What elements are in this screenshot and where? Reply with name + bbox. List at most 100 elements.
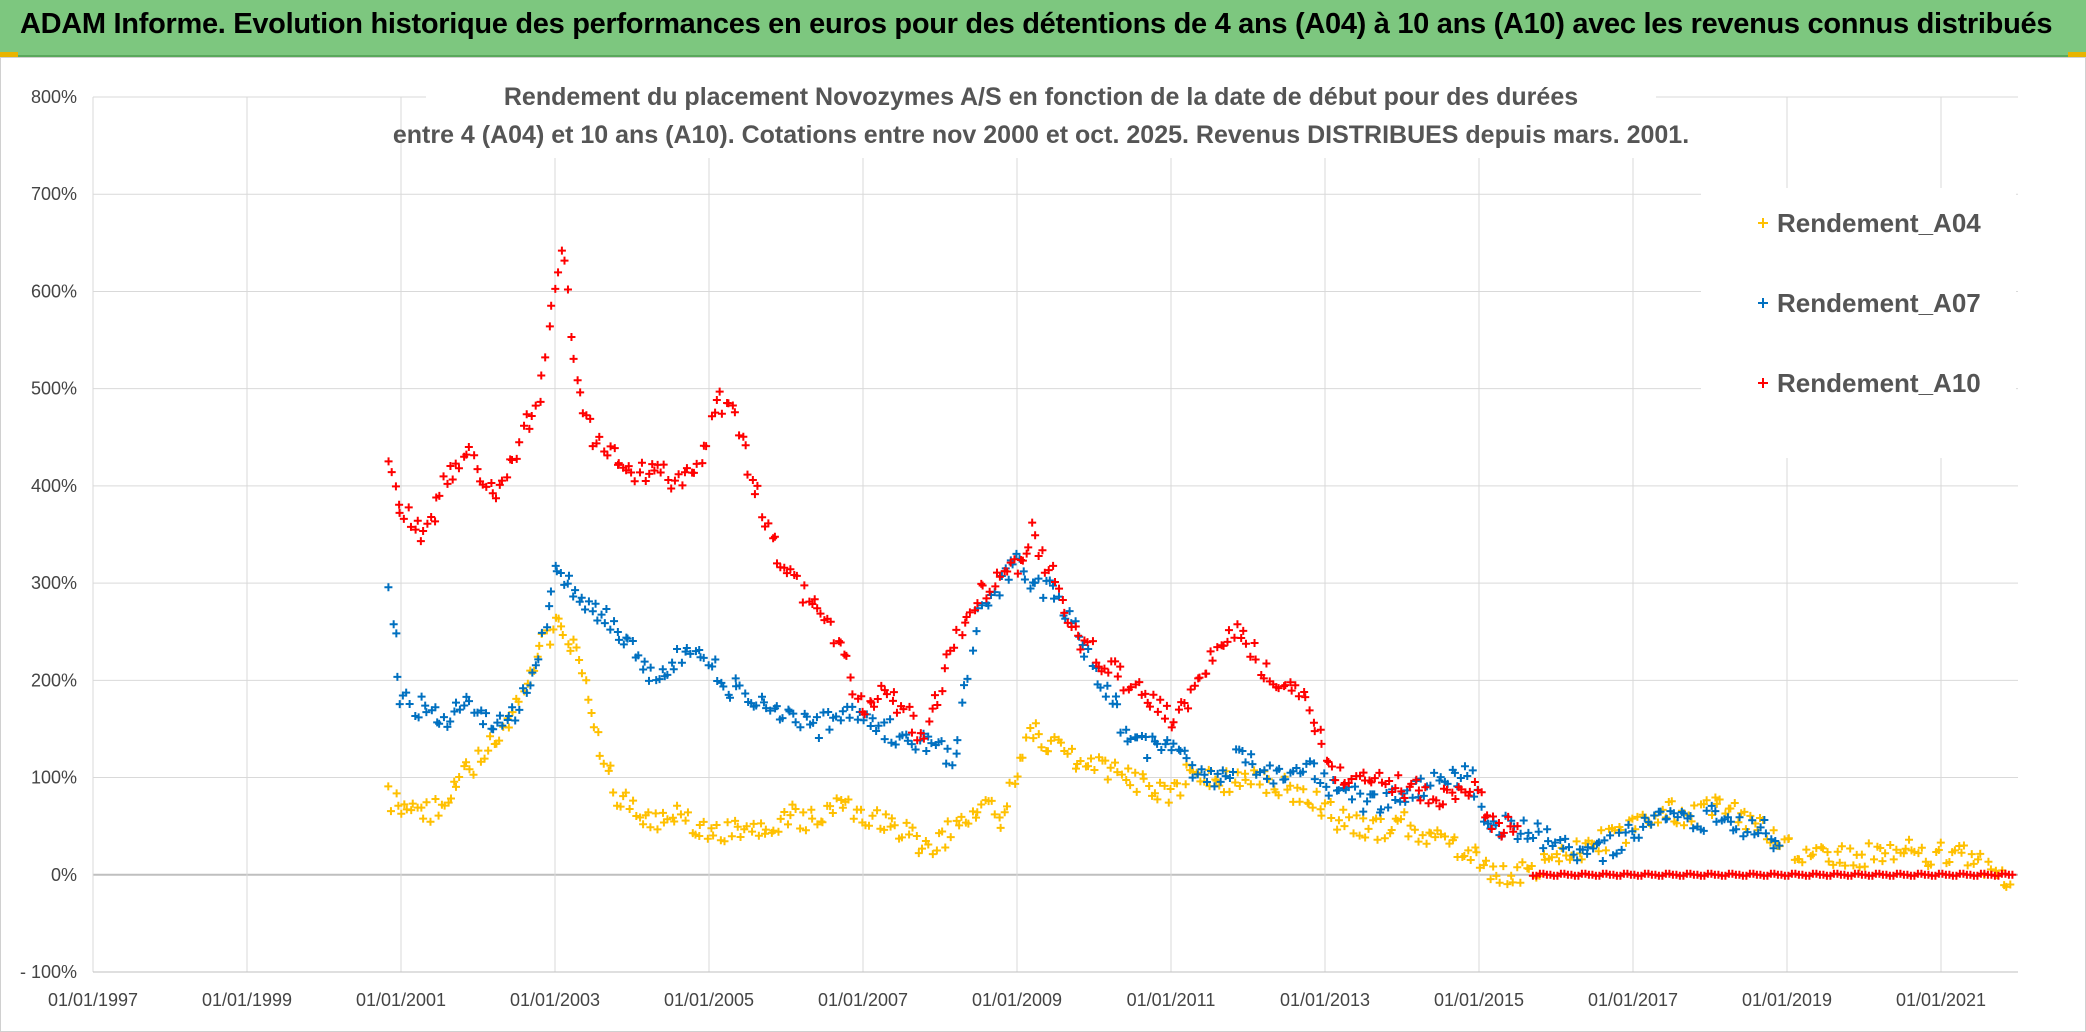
data-point-a04	[973, 808, 982, 817]
data-point-a04	[1339, 805, 1348, 814]
data-point-a07	[655, 675, 664, 684]
data-point-a04	[1050, 733, 1059, 742]
data-point-a07	[766, 706, 775, 715]
data-point-a10	[1058, 595, 1067, 604]
data-point-a07	[556, 568, 565, 577]
data-point-a10	[1483, 811, 1492, 820]
data-point-a10	[439, 472, 448, 481]
data-point-a10	[728, 401, 737, 410]
data-point-a07	[1524, 828, 1533, 837]
data-point-a10	[520, 421, 529, 430]
data-point-a04	[1936, 838, 1945, 847]
data-point-a07	[414, 713, 423, 722]
data-point-a07	[784, 705, 793, 714]
data-point-a07	[1004, 575, 1013, 584]
data-point-a10	[1414, 786, 1423, 795]
data-point-a04	[902, 818, 911, 827]
data-point-a10	[942, 650, 951, 659]
data-point-a04	[1680, 821, 1689, 830]
data-point-a04	[736, 833, 745, 842]
data-point-a07	[1012, 549, 1021, 558]
data-point-a04	[474, 746, 483, 755]
data-point-a04	[1711, 793, 1720, 802]
data-point-a04	[1892, 845, 1901, 854]
data-point-a07	[1702, 806, 1711, 815]
data-point-a07	[812, 713, 821, 722]
data-point-a07	[731, 674, 740, 683]
data-point-a04	[932, 846, 941, 855]
data-point-a07	[1723, 813, 1732, 822]
data-point-a04	[1037, 743, 1046, 752]
data-point-a07	[663, 670, 672, 679]
data-point-a07	[1756, 823, 1765, 832]
data-point-a04	[928, 850, 937, 859]
data-point-a10	[1213, 643, 1222, 652]
data-point-a10	[1400, 793, 1409, 802]
data-point-a07	[1351, 782, 1360, 791]
data-point-a04	[1974, 855, 1983, 864]
data-point-a10	[735, 431, 744, 440]
data-point-a04	[1841, 861, 1850, 870]
data-point-a10	[522, 410, 531, 419]
data-point-a04	[1262, 788, 1271, 797]
data-point-a04	[1837, 842, 1846, 851]
data-point-a10	[1259, 674, 1268, 683]
data-point-a10	[567, 332, 576, 341]
data-point-a04	[1124, 764, 1133, 773]
data-point-a10-zero	[2008, 870, 2017, 879]
data-point-a07	[1583, 843, 1592, 852]
data-point-a07	[528, 668, 537, 677]
data-point-a07	[880, 735, 889, 744]
data-point-a04	[924, 840, 933, 849]
data-point-a10	[848, 690, 857, 699]
data-point-a10	[411, 525, 420, 534]
data-point-a07	[508, 703, 517, 712]
data-point-a10	[1432, 796, 1441, 805]
data-point-a04	[1431, 833, 1440, 842]
data-point-a10	[1489, 812, 1498, 821]
data-point-a07	[1686, 812, 1695, 821]
data-point-a04	[2006, 880, 2015, 889]
data-point-a04	[1481, 856, 1490, 865]
data-point-a10	[909, 711, 918, 720]
data-point-a10	[1241, 639, 1250, 648]
data-point-a10	[1076, 645, 1085, 654]
data-point-a04	[451, 782, 460, 791]
data-point-a10	[1055, 584, 1064, 593]
data-point-a04	[572, 643, 581, 652]
data-point-a04	[943, 817, 952, 826]
data-point-a04	[1857, 850, 1866, 859]
x-tick-label: 01/01/2021	[1896, 990, 1986, 1010]
data-point-a04	[1361, 833, 1370, 842]
data-point-a07	[948, 761, 957, 770]
data-point-a10	[1031, 531, 1040, 540]
data-point-a10	[977, 579, 986, 588]
data-point-a04	[1326, 797, 1335, 806]
data-point-a07	[943, 744, 952, 753]
data-point-a10	[1088, 637, 1097, 646]
data-point-a10	[770, 532, 779, 541]
data-point-a10	[451, 459, 460, 468]
data-point-a10	[446, 461, 455, 470]
data-point-a04	[707, 824, 716, 833]
data-point-a04	[987, 796, 996, 805]
data-point-a04	[514, 697, 523, 706]
data-point-a04	[462, 758, 471, 767]
data-point-a10	[1424, 799, 1433, 808]
data-point-a10	[780, 563, 789, 572]
data-point-a07	[1363, 797, 1372, 806]
data-point-a10	[1442, 785, 1451, 794]
data-point-a07	[571, 586, 580, 595]
data-point-a04	[1984, 857, 1993, 866]
data-point-a07	[1376, 805, 1385, 814]
data-point-a04	[569, 635, 578, 644]
data-point-a07	[927, 739, 936, 748]
data-point-a04	[1106, 763, 1115, 772]
data-point-a10	[656, 468, 665, 477]
data-point-a10	[537, 371, 546, 380]
data-point-a07	[1193, 770, 1202, 779]
data-point-a04	[1113, 768, 1122, 777]
data-point-a04	[575, 656, 584, 665]
data-point-a04	[681, 816, 690, 825]
legend-marker	[1758, 378, 1768, 388]
